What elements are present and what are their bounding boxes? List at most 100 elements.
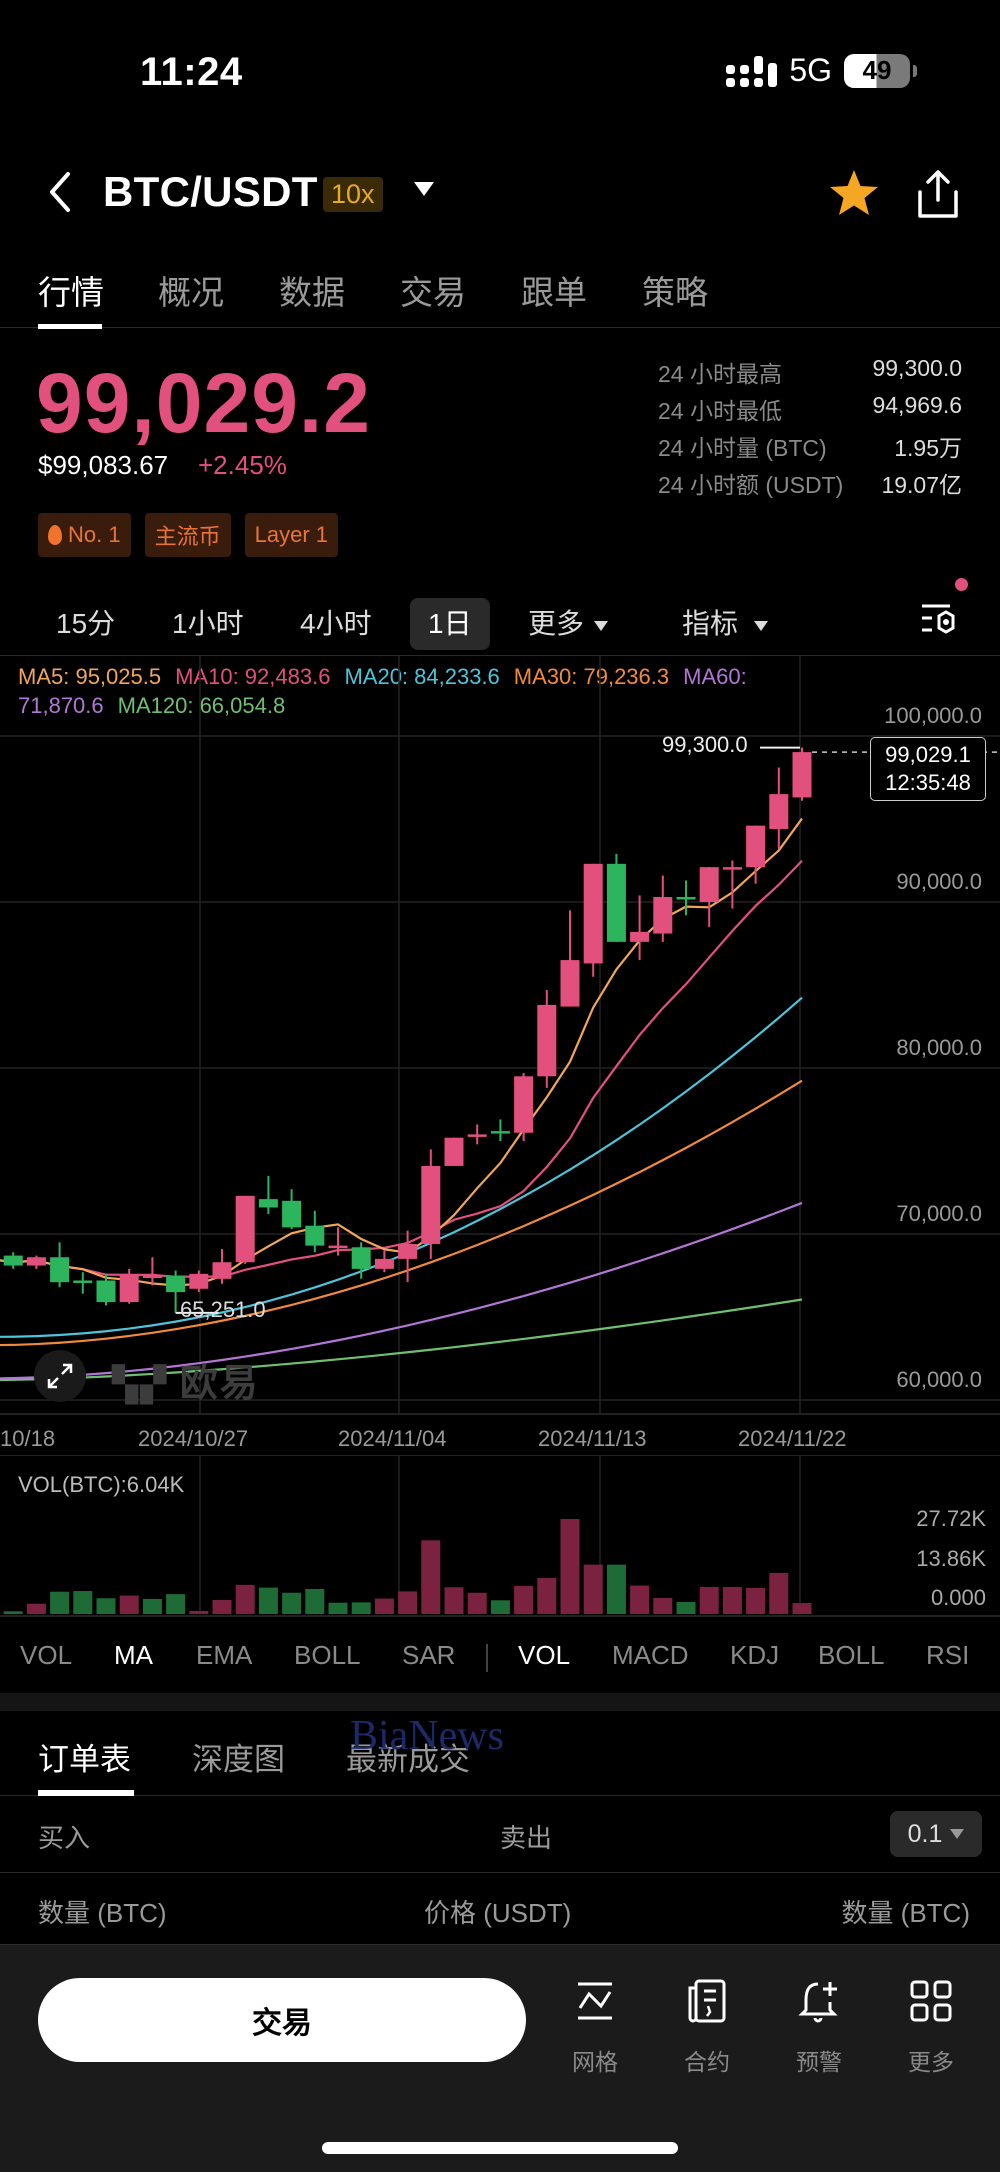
date-label: 2024/11/04 xyxy=(338,1426,447,1451)
volume-axis-label: 0.000 xyxy=(930,1585,986,1610)
favorite-star-icon[interactable] xyxy=(828,168,880,218)
main-indicator-vol[interactable]: VOL xyxy=(20,1640,73,1670)
tag-label: No. 1 xyxy=(68,522,121,547)
stat-label: 24 小时量 (BTC) xyxy=(658,435,827,461)
stat-row: 24 小时量 (BTC) 1.95万 xyxy=(658,429,962,466)
tab-copy-trading[interactable]: 跟单 xyxy=(521,274,587,311)
main-indicator-boll[interactable]: BOLL xyxy=(294,1640,361,1670)
y-axis-label: 100,000.0 xyxy=(884,703,982,728)
chart-settings-icon[interactable] xyxy=(920,600,960,640)
current-price-value: 99,029.1 xyxy=(885,742,971,767)
price-alert-button[interactable]: 预警 xyxy=(784,1978,854,2077)
ma30-value: MA30: 79,236.3 xyxy=(513,664,670,689)
volume-label: VOL(BTC):6.04K xyxy=(18,1472,185,1497)
home-indicator[interactable] xyxy=(322,2142,678,2154)
ma120-value: MA120: 66,054.8 xyxy=(117,693,286,718)
interval-4h[interactable]: 4小时 xyxy=(300,608,372,639)
sub-indicator-macd[interactable]: MACD xyxy=(612,1640,689,1670)
interval-15m[interactable]: 15分 xyxy=(56,608,116,639)
ma-legend: MA5: 95,025.5 MA10: 92,483.6 MA20: 84,233.… xyxy=(18,662,838,720)
main-indicator-ma[interactable]: MA xyxy=(114,1640,153,1670)
main-indicator-sar[interactable]: SAR xyxy=(402,1640,456,1670)
share-icon[interactable] xyxy=(916,168,960,220)
grid-trading-icon xyxy=(578,1982,612,2020)
contract-label: 合约 xyxy=(684,2049,730,2075)
date-label: 2024/11/22 xyxy=(738,1426,847,1451)
pair-title[interactable]: BTC/USDT xyxy=(103,168,318,215)
interval-more-label: 更多 xyxy=(528,608,585,639)
ma10-value: MA10: 92,483.6 xyxy=(175,664,331,689)
back-arrow-icon[interactable] xyxy=(44,170,76,214)
y-axis-label: 60,000.0 xyxy=(896,1367,982,1392)
more-grid-icon xyxy=(910,1980,952,2022)
stat-row: 24 小时最高 99,300.0 xyxy=(658,355,962,392)
pair-dropdown-icon[interactable] xyxy=(414,182,434,196)
fullscreen-button[interactable] xyxy=(34,1350,86,1402)
interval-more[interactable]: 更多 xyxy=(528,598,609,650)
battery-icon: 49 xyxy=(844,53,917,88)
tag-label: Layer 1 xyxy=(254,522,328,547)
notification-dot xyxy=(955,578,968,591)
tab-market[interactable]: 行情 xyxy=(38,274,104,311)
y-axis-label: 70,000.0 xyxy=(896,1201,982,1226)
section-divider xyxy=(0,1693,1000,1711)
tab-order-book[interactable]: 订单表 xyxy=(38,1742,131,1777)
more-button[interactable]: 更多 xyxy=(896,1978,966,2077)
chevron-down-icon xyxy=(754,620,769,631)
ma5-value: MA5: 95,025.5 xyxy=(18,664,162,689)
grid-trading-button[interactable]: 网格 xyxy=(560,1978,630,2077)
volume-chart[interactable] xyxy=(0,1455,1000,1630)
tag-list: No. 1 主流币 Layer 1 xyxy=(38,513,338,557)
active-tab-indicator xyxy=(38,1790,134,1796)
ma60-value: MA60: 71,870.6 xyxy=(18,664,747,718)
trade-button[interactable]: 交易 xyxy=(38,1978,526,2062)
tag-rank[interactable]: No. 1 xyxy=(38,513,131,557)
tab-latest-trades[interactable]: 最新成交 xyxy=(346,1742,470,1777)
volume-axis-label: 27.72K xyxy=(916,1506,986,1531)
chevron-down-icon xyxy=(594,620,609,631)
sub-indicator-boll[interactable]: BOLL xyxy=(818,1640,885,1670)
stats-24h: 24 小时最高 99,300.0 24 小时最低 94,969.6 24 小时量 (… xyxy=(658,355,962,503)
col-header-price: 价格 (USDT) xyxy=(424,1898,572,1928)
candle-countdown: 12:35:48 xyxy=(885,770,971,795)
order-tabs: 订单表 深度图 最新成交 xyxy=(0,1712,1000,1796)
indicator-tabs: VOL MA EMA BOLL SAR VOL MACD KDJ BOLL RS… xyxy=(0,1632,1000,1682)
stat-label: 24 小时额 (USDT) xyxy=(658,472,844,498)
stat-row: 24 小时额 (USDT) 19.07亿 xyxy=(658,466,962,503)
indicators-menu[interactable]: 指标 xyxy=(682,598,769,650)
col-header-ask-qty: 数量 (BTC) xyxy=(841,1898,970,1928)
contract-button[interactable]: 合约 xyxy=(672,1978,742,2077)
tag-mainstream[interactable]: 主流币 xyxy=(144,513,231,557)
tab-strategy[interactable]: 策略 xyxy=(642,274,708,311)
status-indicators: 5G 49 xyxy=(726,52,917,89)
tab-overview[interactable]: 概况 xyxy=(158,274,224,311)
indicators-label: 指标 xyxy=(682,608,739,639)
tab-trade[interactable]: 交易 xyxy=(400,274,466,311)
usd-price: $99,083.67 xyxy=(38,450,169,480)
interval-1h[interactable]: 1小时 xyxy=(172,608,244,639)
tab-depth-chart[interactable]: 深度图 xyxy=(192,1742,285,1777)
tab-data[interactable]: 数据 xyxy=(279,274,345,311)
contract-icon xyxy=(688,1979,726,2023)
sub-indicator-vol[interactable]: VOL xyxy=(518,1640,571,1670)
tag-layer1[interactable]: Layer 1 xyxy=(244,513,338,557)
date-label: 10/18 xyxy=(0,1426,56,1451)
stat-value: 1.95万 xyxy=(894,435,962,461)
depth-value: 0.1 xyxy=(907,1819,943,1848)
bianews-watermark: BiaNews xyxy=(350,1713,504,1759)
volume-axis-label: 13.86K xyxy=(916,1546,986,1571)
stat-value: 94,969.6 xyxy=(872,392,962,418)
watermark-text: 欧易 xyxy=(179,1363,260,1405)
candlestick-chart[interactable] xyxy=(0,656,1000,1416)
current-price-tag[interactable]: 99,029.1 12:35:48 xyxy=(870,737,986,801)
depth-precision-select[interactable]: 0.1 xyxy=(890,1811,982,1857)
sub-indicator-kdj[interactable]: KDJ xyxy=(730,1640,780,1670)
active-tab-indicator xyxy=(38,324,102,329)
stat-value: 99,300.0 xyxy=(872,355,962,381)
leverage-badge: 10x xyxy=(323,177,383,212)
network-type: 5G xyxy=(789,52,832,88)
main-indicator-ema[interactable]: EMA xyxy=(196,1640,253,1670)
alert-bell-icon xyxy=(798,1982,838,2023)
sub-indicator-rsi[interactable]: RSI xyxy=(926,1640,970,1670)
interval-1d[interactable]: 1日 xyxy=(410,598,490,650)
